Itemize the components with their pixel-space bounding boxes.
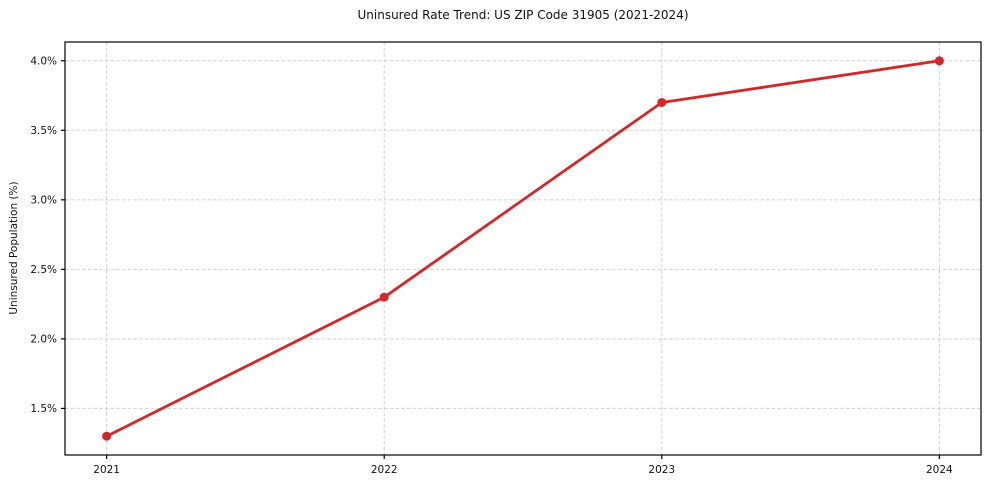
- plot-border: [64, 41, 982, 456]
- y-axis-label: Uninsured Population (%): [8, 181, 20, 315]
- x-tick-label: 2024: [926, 464, 953, 476]
- data-point-marker: [934, 56, 944, 66]
- data-point-marker: [102, 431, 112, 441]
- y-tick-label: 1.5%: [30, 403, 57, 415]
- data-point-marker: [657, 97, 667, 107]
- x-tick-label: 2023: [648, 464, 675, 476]
- data-point-marker: [379, 292, 389, 302]
- x-tick-label: 2022: [371, 464, 398, 476]
- y-tick-label: 3.5%: [30, 125, 57, 137]
- y-tick-label: 3.0%: [30, 194, 57, 206]
- y-tick-label: 2.0%: [30, 333, 57, 345]
- y-tick-label: 2.5%: [30, 264, 57, 276]
- chart-title: Uninsured Rate Trend: US ZIP Code 31905 …: [357, 8, 689, 22]
- trend-line: [105, 59, 941, 438]
- y-tick-label: 4.0%: [30, 55, 57, 67]
- x-tick-label: 2021: [93, 464, 120, 476]
